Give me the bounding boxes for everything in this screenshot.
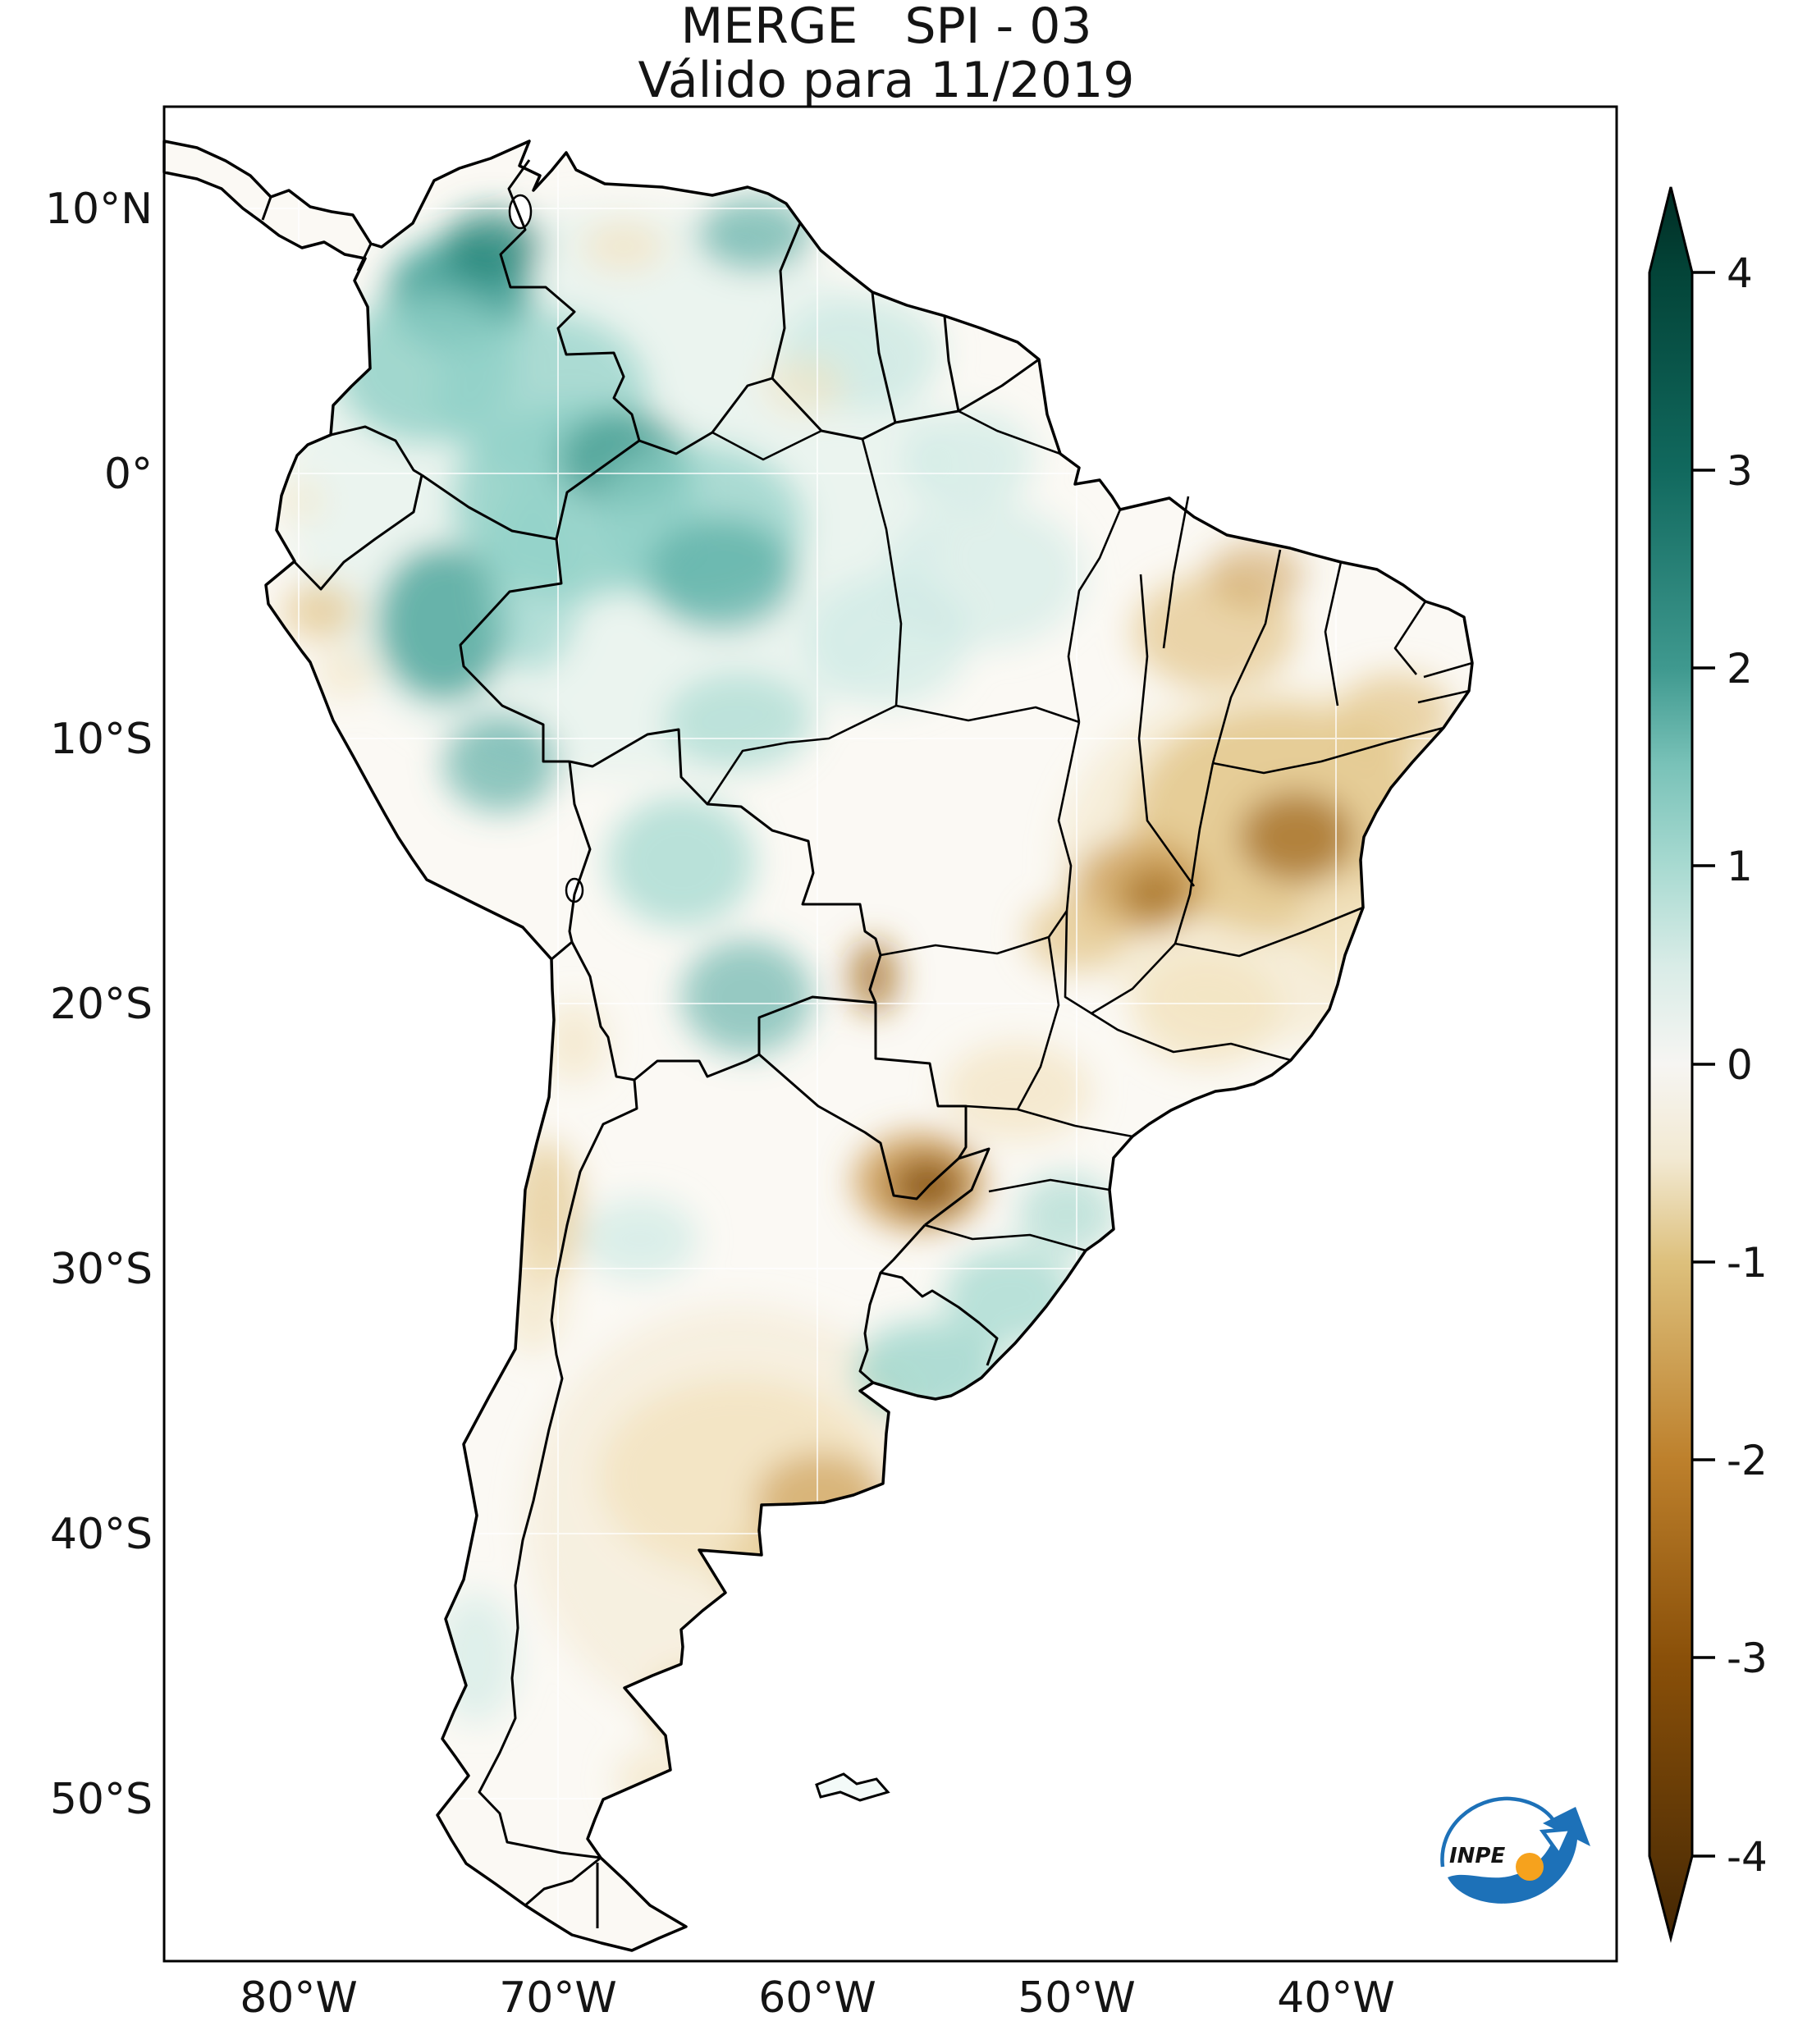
colorbar-bar [1648, 186, 1694, 1943]
inpe-orange-ball-icon [1516, 1853, 1544, 1881]
colorbar-tick-label: 0 [1727, 1041, 1753, 1089]
falkland-islands [815, 1772, 890, 1802]
lon-axis: 80°W 70°W 60°W 50°W 40°W [240, 1973, 1395, 2023]
spi-field [164, 141, 1472, 1950]
lat-tick-label: 10°N [45, 185, 153, 234]
map-frame [162, 105, 1618, 1963]
figure-title: MERGE SPI - 03 Válido para 11/2019 [638, 0, 1135, 109]
lat-tick-label: 40°S [50, 1510, 153, 1559]
colorbar-ticks [1692, 271, 1715, 1858]
lon-tick-label: 50°W [1018, 1973, 1136, 2023]
colorbar-tick-labels: 4 3 2 1 0 -1 -2 -3 -4 [1727, 249, 1768, 1881]
colorbar-tick-label: 1 [1727, 843, 1753, 890]
colorbar-tick-label: 3 [1727, 447, 1753, 495]
lon-tick-label: 80°W [240, 1973, 358, 2023]
country-borders [261, 159, 1040, 1928]
lat-tick-label: 0° [104, 450, 153, 499]
lat-tick-label: 30°S [50, 1245, 153, 1294]
map-panel [162, 105, 1618, 1963]
colorbar-tick-label: -2 [1727, 1437, 1768, 1484]
colorbar-tick-label: -1 [1727, 1239, 1768, 1287]
lon-tick-label: 60°W [758, 1973, 876, 2023]
lon-tick-label: 40°W [1277, 1973, 1395, 2023]
inpe-wordmark: INPE [1449, 1844, 1505, 1868]
state-borders [706, 409, 1473, 1252]
colorbar-tick-label: -3 [1727, 1635, 1768, 1682]
inpe-logo: INPE [1440, 1796, 1590, 1904]
inpe-swoosh-arrow-icon [1448, 1807, 1590, 1904]
colorbar-tick-label: -4 [1727, 1833, 1768, 1881]
title-line2: Válido para 11/2019 [638, 52, 1135, 109]
lat-axis: 10°N 0° 10°S 20°S 30°S 40°S 50°S [45, 185, 153, 1824]
colorbar: 4 3 2 1 0 -1 -2 -3 -4 [1648, 186, 1768, 1943]
lon-tick-label: 70°W [499, 1973, 617, 2023]
inpe-curl-arrow-icon [1440, 1796, 1560, 1868]
inpe-curl-arrowhead-icon [1539, 1827, 1574, 1859]
lat-tick-label: 10°S [50, 715, 153, 764]
lat-tick-label: 50°S [50, 1775, 153, 1824]
coastline [162, 139, 1474, 1952]
colorbar-tick-label: 4 [1727, 249, 1753, 297]
title-line1: MERGE SPI - 03 [680, 0, 1091, 55]
colorbar-tick-label: 2 [1727, 645, 1753, 693]
lat-tick-label: 20°S [50, 980, 153, 1029]
